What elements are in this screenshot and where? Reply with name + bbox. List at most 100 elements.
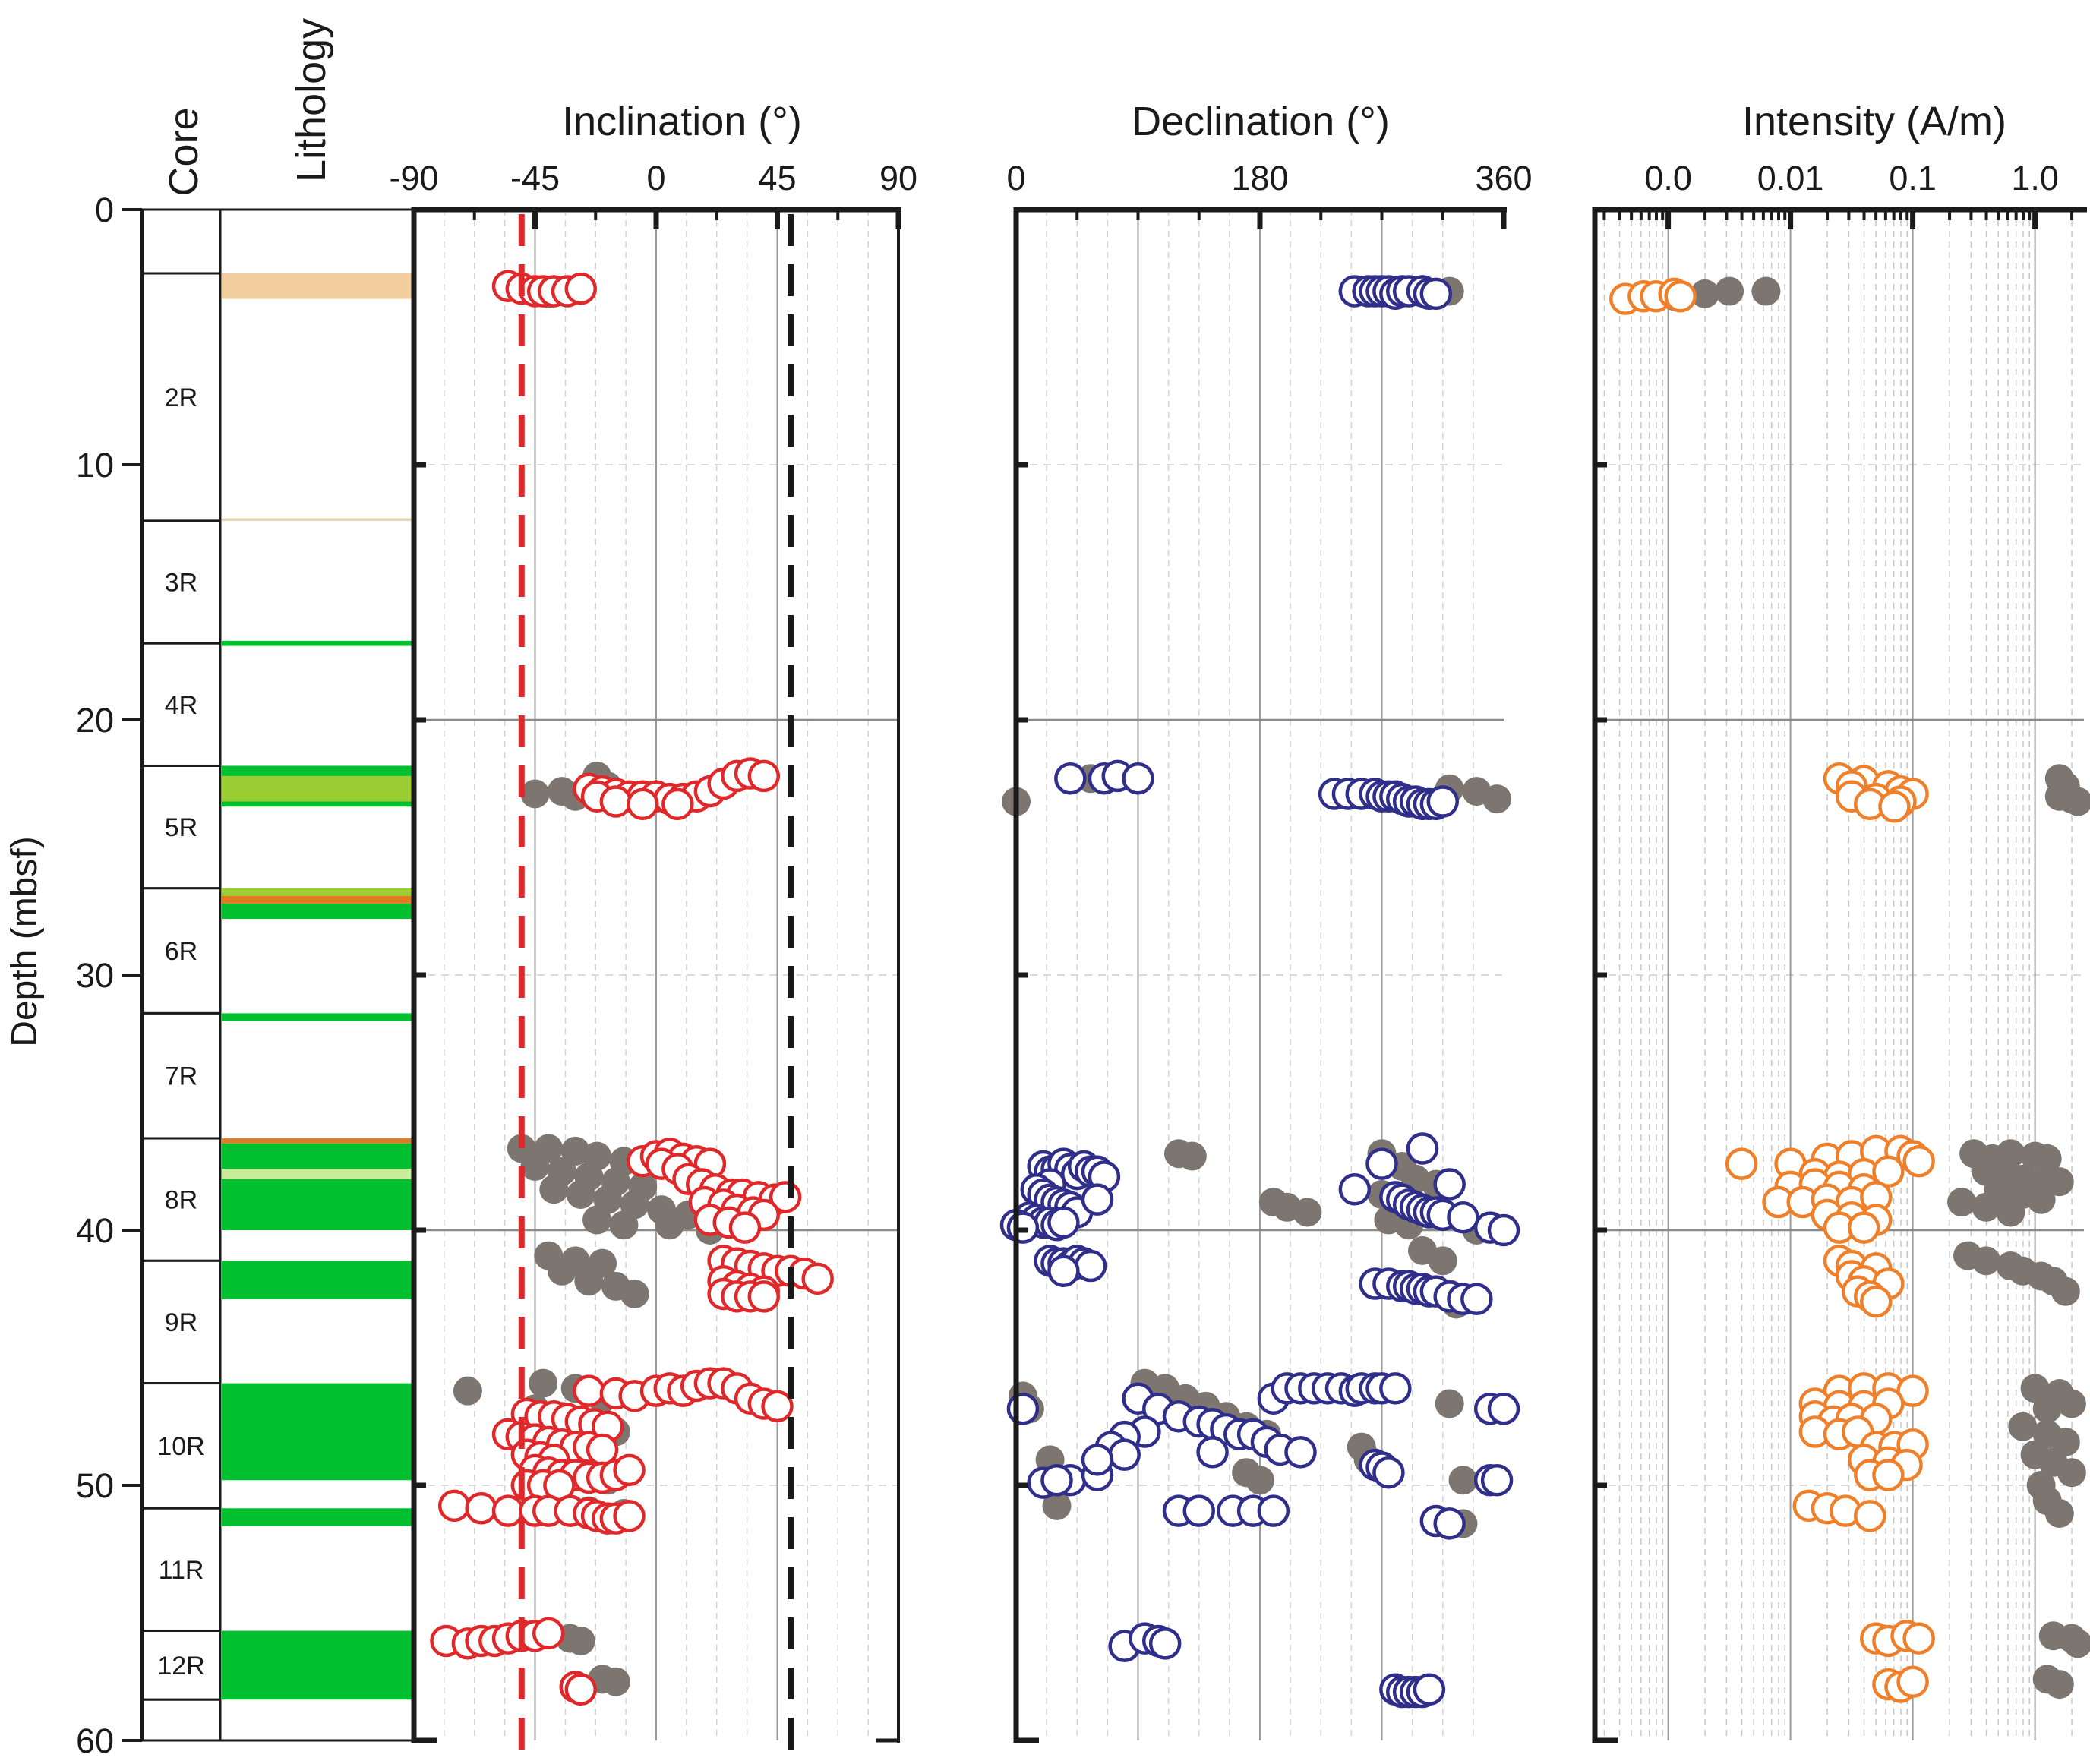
intensity-filled-point (2044, 1498, 2074, 1528)
lithology-band (222, 775, 412, 802)
inclination-open-point (661, 787, 694, 821)
declination-open-point (1413, 1673, 1446, 1706)
lithology-band (222, 1169, 412, 1179)
core-label: 2R (165, 383, 197, 412)
declination-open-point (1074, 1249, 1107, 1283)
inclination-filled-point (566, 1179, 595, 1209)
core-interval (140, 1507, 222, 1633)
core-interval (140, 1382, 222, 1510)
intensity-open-point (1847, 1211, 1880, 1244)
declination-tick-label: 0 (1006, 159, 1025, 197)
lithology-band (222, 1013, 412, 1021)
intensity-filled-point (2063, 1629, 2090, 1658)
intensity-filled-point (1690, 279, 1719, 308)
axes-layer (122, 207, 2087, 1743)
declination-open-point (1054, 762, 1087, 795)
core-interval (140, 208, 222, 275)
text-layer: Core Lithology Depth (mbsf) Inclination … (5, 18, 2059, 1760)
lithology-column (219, 208, 415, 1742)
declination-open-point (1406, 1132, 1439, 1165)
intensity-filled-point (2032, 1144, 2062, 1173)
intensity-open-point (1872, 1155, 1905, 1188)
core-label: 10R (157, 1432, 204, 1461)
inclination-filled-point (453, 1376, 482, 1406)
lithology-band (222, 1138, 412, 1144)
inclination-tick-label: -45 (510, 159, 560, 197)
inclination-filled-point (520, 779, 550, 809)
inclination-open-point (747, 1280, 781, 1313)
declination-filled-point (1482, 784, 1512, 814)
lithology-band (222, 518, 412, 521)
inclination-filled-point (520, 1152, 550, 1181)
declination-open-point (1196, 1436, 1229, 1469)
reference-lines-layer (518, 214, 794, 1756)
declination-open-point (1426, 785, 1459, 818)
intensity-open-point (1872, 1459, 1905, 1491)
inclination-open-point (573, 1374, 605, 1407)
intensity-open-point (1664, 279, 1697, 313)
inclination-open-point (627, 787, 659, 821)
lithology-band (222, 895, 412, 904)
inclination-tick-label: 0 (646, 159, 665, 197)
lithology-band (222, 1143, 412, 1169)
declination-open-point (1480, 1464, 1514, 1497)
intensity-filled-point (2044, 1167, 2074, 1197)
declination-tick-label: 360 (1475, 159, 1532, 197)
declination-open-point (1487, 1213, 1520, 1247)
grid-layer (414, 210, 2084, 1740)
depth-tick-label: 0 (95, 191, 114, 229)
declination-open-point (1433, 1168, 1466, 1201)
inclination-filled-point (601, 1667, 630, 1696)
declination-open-point (1122, 762, 1154, 795)
declination-filled-point (1245, 1466, 1274, 1495)
core-label: 8R (165, 1186, 197, 1215)
declination-open-point (1047, 1206, 1080, 1239)
declination-open-point (1487, 1392, 1520, 1425)
core-interval (140, 764, 222, 890)
declination-open-point (1148, 1627, 1182, 1660)
inclination-filled-point (620, 1280, 649, 1308)
inclination-open-point (564, 272, 598, 305)
inclination-filled-point (574, 1267, 604, 1296)
core-label: 12R (157, 1652, 204, 1680)
core-label: 7R (165, 1062, 197, 1091)
inclination-filled-point (529, 1368, 558, 1398)
intensity-filled-point (1751, 276, 1781, 306)
inclination-open-point (599, 785, 633, 818)
intensity-filled-point (1972, 1192, 2001, 1222)
lithology-band (222, 273, 412, 299)
inclination-open-point (613, 1453, 646, 1487)
declination-open-point (1419, 277, 1453, 311)
intensity-open-point (1902, 1145, 1935, 1178)
declination-tick-label: 180 (1231, 159, 1288, 197)
declination-open-point (1006, 1392, 1040, 1425)
core-label: 5R (165, 813, 197, 842)
declination-open-point (1379, 1372, 1412, 1405)
depth-tick-label: 50 (76, 1466, 114, 1505)
declination-open-point (1447, 1201, 1479, 1234)
inclination-open-point (437, 1489, 471, 1523)
inclination-filled-point (539, 1175, 569, 1204)
lithology-band (222, 888, 412, 896)
core-label: 11R (159, 1556, 204, 1585)
depth-tick-label: 10 (76, 446, 114, 484)
intensity-open-point (1896, 1665, 1929, 1698)
intensity-filled-point (1996, 1198, 2025, 1227)
declination-panel-title: Declination (°) (1132, 99, 1390, 144)
lithology-band (222, 765, 412, 776)
lithology-band (222, 903, 412, 920)
inclination-filled-point (566, 1626, 595, 1655)
core-label: 6R (165, 937, 197, 966)
declination-filled-point (1177, 1141, 1207, 1171)
depth-axis-label: Depth (mbsf) (5, 836, 45, 1046)
inclination-filled-point (582, 1205, 612, 1235)
declination-open-point (1081, 1444, 1114, 1476)
declination-open-point (1047, 1254, 1080, 1288)
lithology-frame (219, 208, 415, 1742)
intensity-open-point (1854, 1500, 1886, 1532)
inclination-open-point (761, 1390, 794, 1423)
intensity-filled-point (2032, 1394, 2062, 1424)
declination-filled-point (1435, 1389, 1464, 1418)
core-column-title: Core (161, 107, 207, 196)
